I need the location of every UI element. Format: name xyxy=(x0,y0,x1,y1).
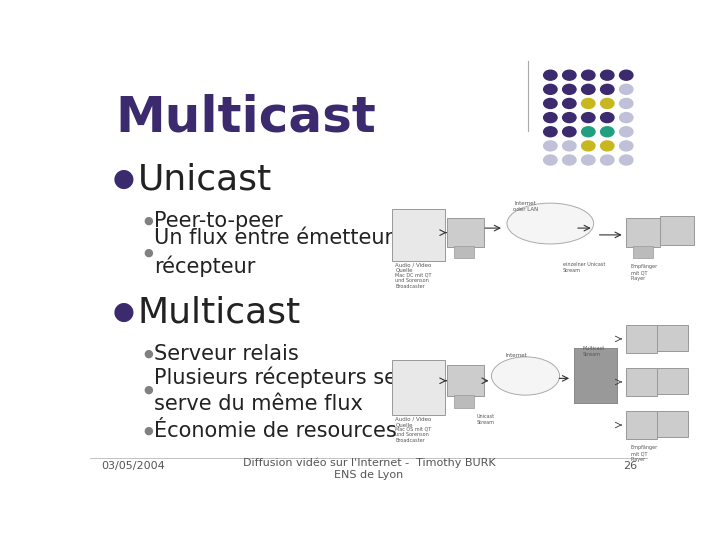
FancyBboxPatch shape xyxy=(657,410,688,437)
Text: Plusieurs récepteurs se
serve du même flux: Plusieurs récepteurs se serve du même fl… xyxy=(154,366,397,414)
FancyBboxPatch shape xyxy=(454,395,474,408)
Text: Multicast: Multicast xyxy=(115,94,376,142)
FancyBboxPatch shape xyxy=(660,215,694,245)
Text: 03/05/2004: 03/05/2004 xyxy=(101,461,165,471)
Circle shape xyxy=(619,113,633,123)
Circle shape xyxy=(562,127,576,137)
FancyBboxPatch shape xyxy=(657,368,688,394)
Circle shape xyxy=(544,127,557,137)
Circle shape xyxy=(619,84,633,94)
Circle shape xyxy=(600,84,614,94)
FancyBboxPatch shape xyxy=(446,365,484,396)
FancyBboxPatch shape xyxy=(626,218,660,247)
Text: ●: ● xyxy=(143,349,153,359)
FancyBboxPatch shape xyxy=(574,348,617,403)
Circle shape xyxy=(544,113,557,123)
Circle shape xyxy=(619,155,633,165)
Text: ●: ● xyxy=(112,300,134,324)
Circle shape xyxy=(562,98,576,109)
Circle shape xyxy=(544,155,557,165)
FancyBboxPatch shape xyxy=(626,410,657,440)
Circle shape xyxy=(582,113,595,123)
Text: Mac DC mit QT
und Sorenson
Broadcaster: Mac DC mit QT und Sorenson Broadcaster xyxy=(395,272,432,289)
Circle shape xyxy=(582,70,595,80)
Circle shape xyxy=(582,155,595,165)
Circle shape xyxy=(582,127,595,137)
Circle shape xyxy=(619,98,633,109)
Text: ●: ● xyxy=(112,167,134,191)
Text: Reais
Server: Reais Server xyxy=(573,407,590,418)
Text: Multicast: Multicast xyxy=(138,295,301,329)
Circle shape xyxy=(619,70,633,80)
Text: ●: ● xyxy=(143,248,153,258)
Circle shape xyxy=(619,141,633,151)
Circle shape xyxy=(562,141,576,151)
Ellipse shape xyxy=(492,357,559,395)
Circle shape xyxy=(582,98,595,109)
Text: Empfänger
mit QT
Player: Empfänger mit QT Player xyxy=(631,446,658,462)
Text: Audio / Video
Quelle: Audio / Video Quelle xyxy=(395,417,432,428)
Text: ●: ● xyxy=(143,215,153,226)
Circle shape xyxy=(582,84,595,94)
Text: Internet: Internet xyxy=(505,353,527,358)
Circle shape xyxy=(600,70,614,80)
Circle shape xyxy=(600,98,614,109)
Text: Peer-to-peer: Peer-to-peer xyxy=(154,211,283,231)
FancyBboxPatch shape xyxy=(626,368,657,396)
Text: Serveur relais: Serveur relais xyxy=(154,344,299,364)
Circle shape xyxy=(600,127,614,137)
Circle shape xyxy=(562,84,576,94)
Text: Unicast: Unicast xyxy=(138,162,271,196)
FancyBboxPatch shape xyxy=(626,325,657,353)
Circle shape xyxy=(562,155,576,165)
FancyBboxPatch shape xyxy=(634,246,653,258)
Circle shape xyxy=(600,155,614,165)
Circle shape xyxy=(582,141,595,151)
Circle shape xyxy=(544,70,557,80)
Text: Diffusion vidéo sur l'Internet -  Timothy BURK
ENS de Lyon: Diffusion vidéo sur l'Internet - Timothy… xyxy=(243,457,495,481)
Text: Audio / Video
Quelle: Audio / Video Quelle xyxy=(395,262,432,273)
Circle shape xyxy=(544,98,557,109)
Circle shape xyxy=(619,127,633,137)
Text: einzelner Unicast
Stream: einzelner Unicast Stream xyxy=(563,262,605,273)
FancyBboxPatch shape xyxy=(392,361,445,415)
Text: 26: 26 xyxy=(623,461,637,471)
FancyBboxPatch shape xyxy=(392,209,445,261)
Text: Multicast
Stream: Multicast Stream xyxy=(582,346,605,357)
FancyBboxPatch shape xyxy=(657,325,688,351)
Text: ●: ● xyxy=(143,426,153,436)
Circle shape xyxy=(562,113,576,123)
Text: Unicast
Stream: Unicast Stream xyxy=(476,414,495,425)
Ellipse shape xyxy=(507,203,594,244)
Text: Mac OS mit QT
und Sorenson
Broadcaster: Mac OS mit QT und Sorenson Broadcaster xyxy=(395,426,432,443)
Text: Économie de resources: Économie de resources xyxy=(154,421,397,441)
Text: Internet
oder LAN: Internet oder LAN xyxy=(513,201,538,212)
FancyBboxPatch shape xyxy=(446,218,484,247)
Text: ●: ● xyxy=(143,385,153,395)
Text: Empfänger
mit QT
Player: Empfänger mit QT Player xyxy=(631,265,658,281)
Circle shape xyxy=(544,84,557,94)
Circle shape xyxy=(600,141,614,151)
Circle shape xyxy=(544,141,557,151)
Circle shape xyxy=(562,70,576,80)
Text: Un flux entre émetteur et
récepteur: Un flux entre émetteur et récepteur xyxy=(154,228,421,277)
FancyBboxPatch shape xyxy=(454,246,474,258)
Circle shape xyxy=(600,113,614,123)
